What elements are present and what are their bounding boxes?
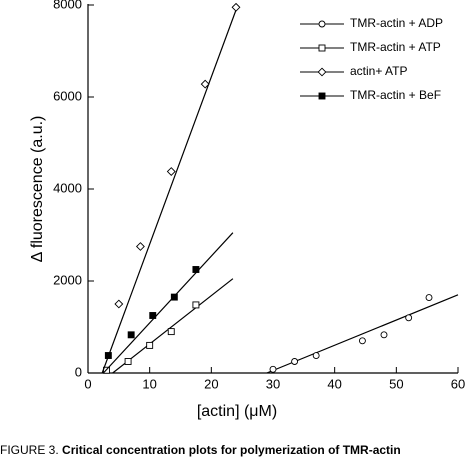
point (170, 293, 178, 301)
x-tick-label: 20 (204, 376, 218, 391)
x-tick-label: 10 (142, 376, 156, 391)
legend-marker (318, 44, 326, 52)
point (114, 299, 124, 309)
x-tick-label: 60 (451, 376, 465, 391)
point (358, 337, 366, 345)
y-axis-label: Δ fluorescence (a.u.) (29, 116, 46, 263)
y-tick-label: 8000 (53, 0, 82, 11)
y-tick-label: 0 (75, 364, 82, 379)
point (312, 352, 320, 359)
y-tick-label: 6000 (53, 88, 82, 103)
point (104, 352, 112, 359)
x-tick-label: 30 (266, 376, 280, 391)
caption-prefix: FIGURE 3. (0, 443, 59, 457)
point (124, 358, 132, 365)
fit-line (266, 294, 459, 374)
point (380, 331, 388, 339)
legend-label: actin+ ATP (350, 64, 407, 78)
point (192, 266, 200, 273)
point (425, 294, 433, 302)
fit-line (101, 4, 239, 374)
x-axis-label: [actin] (μM) (197, 403, 277, 420)
caption: FIGURE 3. Critical concentration plots f… (0, 443, 401, 457)
point (291, 358, 299, 365)
point (167, 328, 175, 336)
point (135, 242, 145, 251)
point (405, 314, 413, 322)
x-tick-label: 50 (389, 376, 403, 391)
point (127, 331, 135, 339)
legend-marker (317, 67, 327, 77)
point (149, 312, 157, 319)
point (146, 341, 154, 349)
legend-marker (318, 92, 326, 100)
x-tick-label: 0 (84, 376, 91, 391)
fit-line (112, 278, 234, 374)
x-tick-label: 40 (327, 376, 341, 391)
legend-marker (318, 20, 326, 28)
point (269, 365, 277, 373)
point (166, 167, 176, 176)
legend-label: TMR-actin + ATP (350, 40, 441, 54)
point (192, 301, 200, 309)
y-tick-label: 4000 (53, 180, 82, 195)
caption-title: Critical concentration plots for polymer… (62, 443, 401, 457)
point (231, 2, 241, 12)
y-tick-label: 2000 (53, 272, 82, 287)
point (200, 79, 210, 89)
legend-label: TMR-actin + ADP (350, 16, 443, 30)
legend-label: TMR-actin + BeF (350, 88, 441, 102)
fit-line (102, 232, 234, 374)
